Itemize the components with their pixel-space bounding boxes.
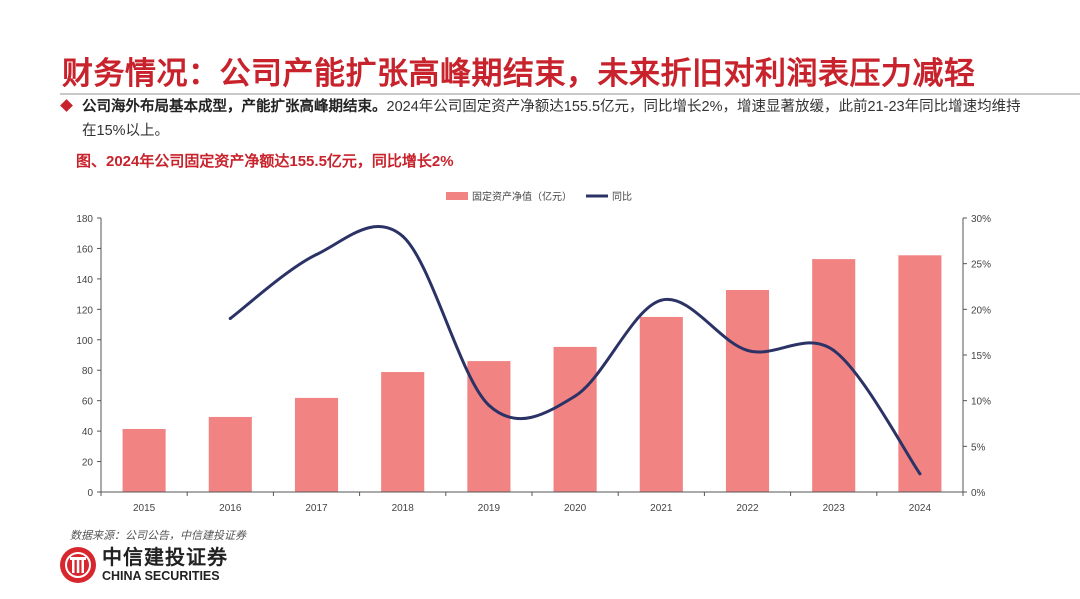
legend-line-label: 同比 [612, 191, 632, 203]
right-tick-label: 15% [971, 351, 991, 362]
left-tick-label: 40 [82, 427, 94, 438]
left-tick-label: 60 [82, 397, 94, 408]
bar-2017 [294, 397, 339, 492]
x-tick-label: 2021 [650, 503, 673, 514]
chart-legend: 固定资产净值（亿元） 同比 [446, 190, 632, 203]
left-tick-label: 160 [76, 244, 93, 255]
left-tick-label: 180 [76, 214, 93, 225]
x-tick-label: 2016 [219, 503, 242, 514]
company-logo: 中信建投证券 CHINA SECURITIES [58, 545, 228, 585]
x-tick-label: 2019 [478, 503, 501, 514]
page-title: 财务情况：公司产能扩张高峰期结束，未来折旧对利润表压力减轻 [62, 56, 976, 91]
logo-english-name: CHINA SECURITIES [102, 569, 220, 583]
left-tick-label: 20 [82, 458, 94, 469]
yoy-point-2021 [659, 298, 663, 302]
data-source: 数据来源：公司公告，中信建投证券 [70, 530, 246, 542]
logo-chinese-name: 中信建投证券 [102, 547, 228, 569]
left-tick-label: 120 [76, 305, 93, 316]
x-tick-label: 2024 [909, 503, 932, 514]
bar-2021 [639, 316, 683, 492]
x-tick-label: 2017 [305, 503, 328, 514]
left-tick-label: 100 [76, 336, 93, 347]
figure-caption: 图、2024年公司固定资产净额达155.5亿元，同比增长2% [76, 153, 454, 170]
legend-bar-swatch [446, 192, 468, 200]
x-tick-label: 2015 [133, 503, 156, 514]
yoy-point-2018 [401, 234, 405, 238]
right-tick-label: 10% [971, 397, 991, 408]
bullet-text: 2024年公司固定资产净额达155.5亿元，同比增长2%，增速显著放缓，此前21… [82, 99, 1021, 139]
right-tick-label: 5% [971, 442, 986, 453]
bar-2018 [381, 372, 425, 492]
bullet-point: 公司海外布局基本成型，产能扩张高峰期结束。2024年公司固定资产净额达155.5… [60, 95, 1022, 143]
bullet-bold-text: 公司海外布局基本成型，产能扩张高峰期结束。 [82, 99, 387, 115]
yoy-point-2019 [487, 403, 491, 407]
x-tick-label: 2022 [736, 503, 759, 514]
x-tick-label: 2020 [564, 503, 587, 514]
bar-2024 [898, 255, 942, 492]
right-tick-label: 20% [971, 305, 991, 316]
right-tick-label: 25% [971, 260, 991, 271]
left-tick-label: 140 [76, 275, 93, 286]
bar-2020 [553, 346, 597, 492]
left-tick-label: 80 [82, 366, 94, 377]
legend-bar-label: 固定资产净值（亿元） [472, 190, 572, 203]
yoy-point-2023 [832, 348, 836, 352]
left-tick-label: 0 [87, 488, 93, 499]
right-tick-label: 0% [971, 488, 986, 499]
bar-2016 [208, 416, 252, 492]
yoy-point-2020 [573, 394, 577, 398]
bar-2022 [725, 290, 770, 492]
bar-2023 [812, 259, 856, 492]
bar-2015 [122, 428, 166, 492]
right-tick-label: 30% [971, 214, 991, 225]
title-divider [60, 93, 1080, 95]
yoy-point-2017 [315, 253, 318, 257]
citic-logo-icon [60, 547, 96, 583]
x-tick-label: 2018 [392, 503, 415, 514]
yoy-point-2022 [746, 348, 749, 352]
yoy-point-2024 [918, 472, 922, 476]
x-tick-label: 2023 [823, 503, 846, 514]
yoy-point-2016 [228, 316, 232, 320]
